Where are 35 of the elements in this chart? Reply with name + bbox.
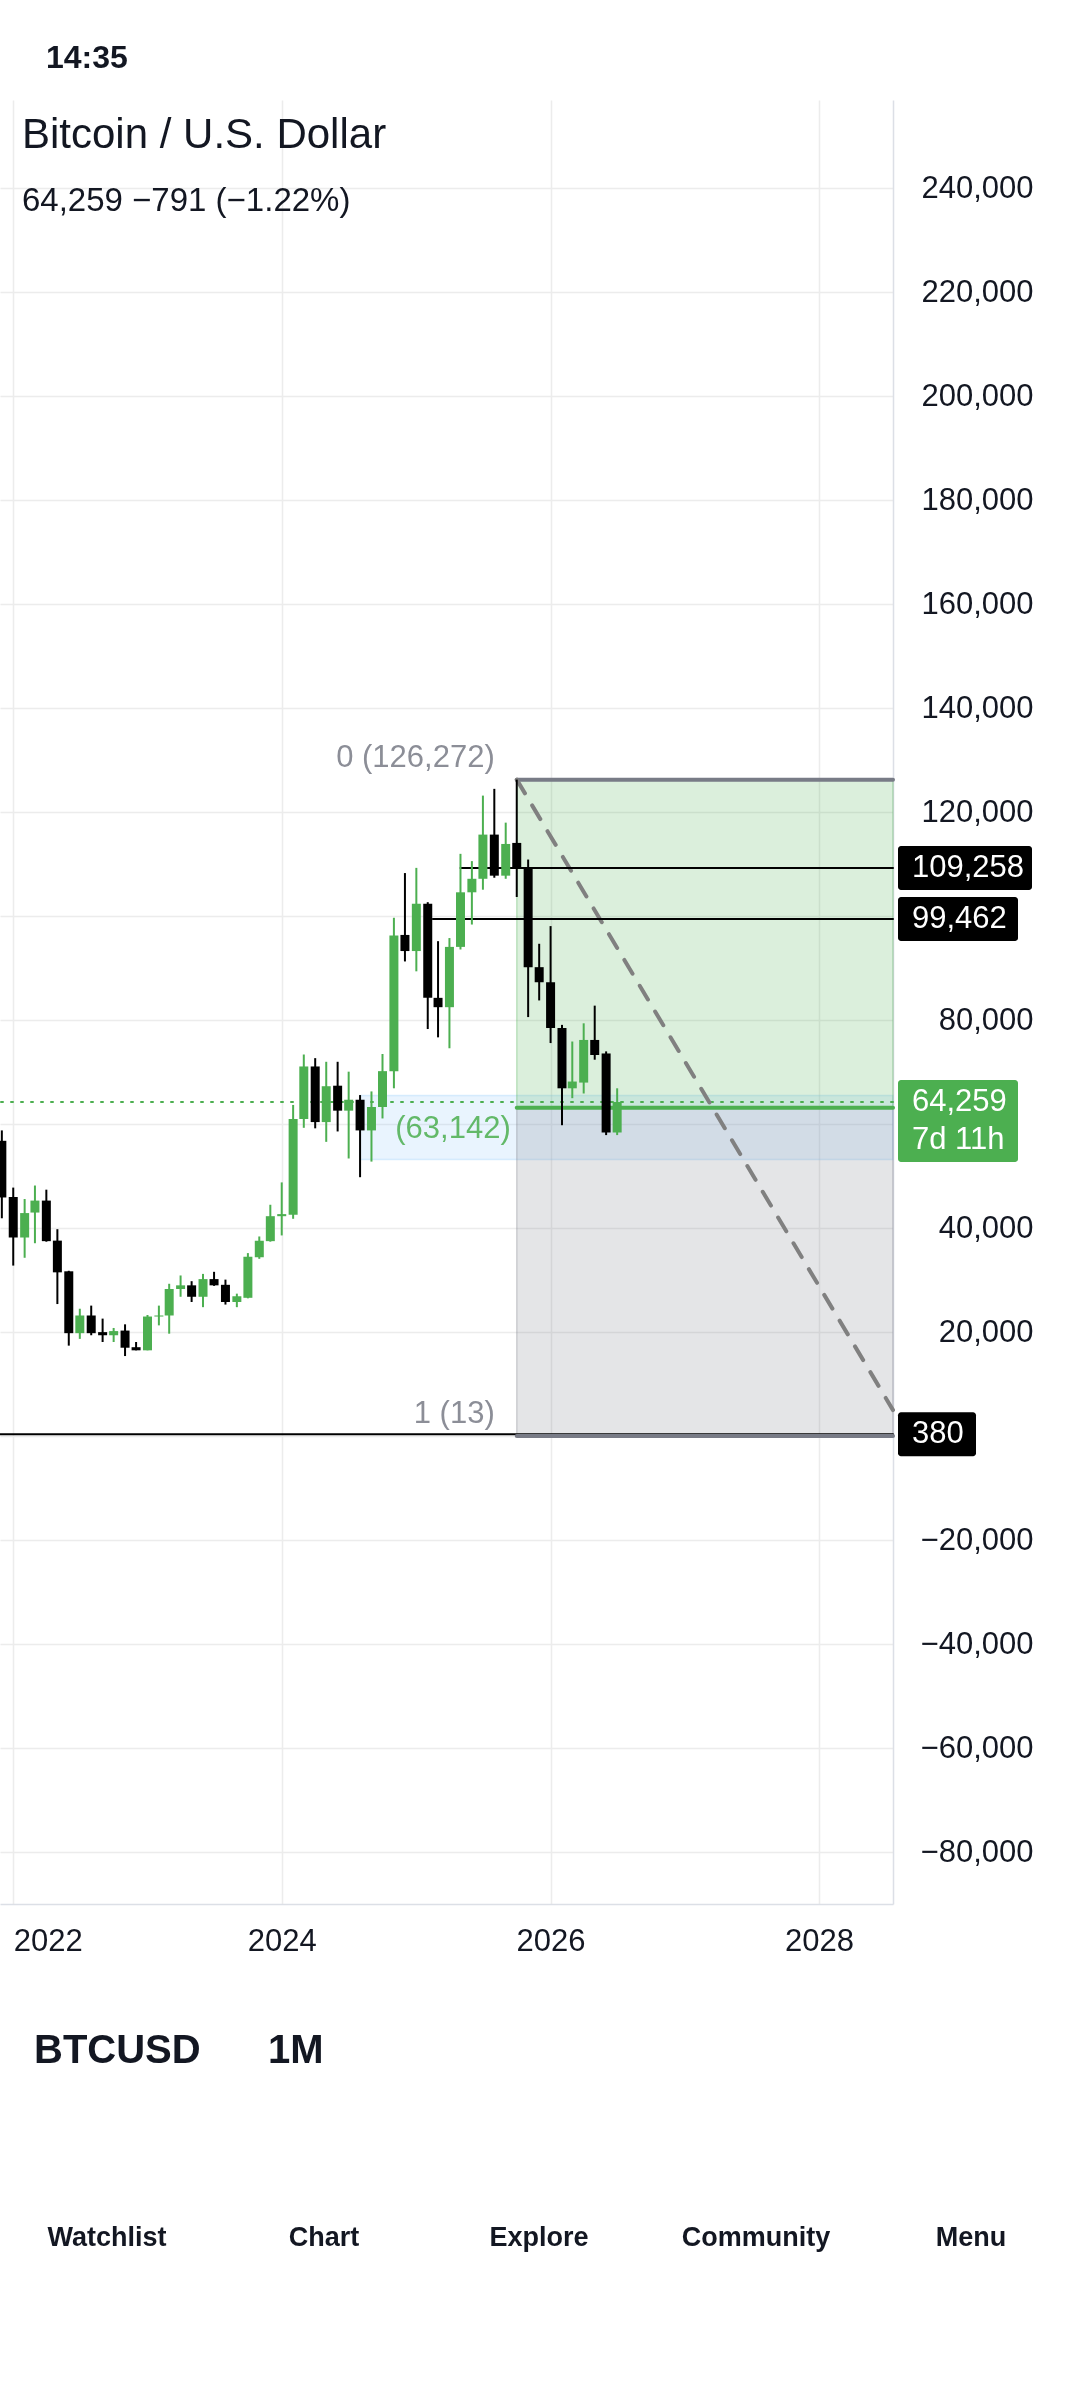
text: 64,259 −791 (−1.22%)	[22, 181, 351, 218]
text: 14:35	[46, 39, 128, 75]
data-label: (63,142)	[395, 1109, 511, 1145]
y-tick-label: 120,000	[921, 793, 1034, 829]
chart-title: Bitcoin / U.S. Dollar	[22, 110, 387, 157]
y-tick-label: 80,000	[938, 1001, 1034, 1037]
x-tick-label: 2024	[247, 1922, 317, 1958]
x-tick-label: 2026	[516, 1922, 586, 1958]
y-tick-label: 200,000	[921, 377, 1034, 413]
text: Watchlist	[47, 2222, 167, 2252]
y-tick-label: 20,000	[938, 1313, 1034, 1349]
ref-line-label: 64,259 7d 11h	[912, 1083, 1007, 1157]
y-tick-label: 140,000	[921, 689, 1034, 725]
x-tick-label: 2028	[785, 1922, 855, 1958]
data-label: 0 (126,272)	[336, 738, 495, 774]
x-tick-label: 2022	[13, 1922, 83, 1958]
y-tick-label: −80,000	[920, 1833, 1034, 1869]
y-tick-label: −40,000	[920, 1625, 1034, 1661]
y-tick-label: 180,000	[921, 481, 1034, 517]
y-tick-label: 240,000	[921, 169, 1034, 205]
data-label: 109,258	[912, 849, 1025, 885]
y-tick-label: −60,000	[920, 1729, 1034, 1765]
data-label: 99,462	[912, 900, 1007, 936]
y-tick-label: −20,000	[920, 1521, 1034, 1557]
y-tick-label: 40,000	[938, 1209, 1034, 1245]
data-label: 1 (13)	[413, 1395, 495, 1431]
text: Menu	[935, 2222, 1007, 2252]
text: Chart	[288, 2222, 360, 2252]
y-tick-label: 220,000	[921, 273, 1034, 309]
text: BTCUSD	[34, 2027, 201, 2071]
text: Community	[681, 2222, 831, 2252]
text: Explore	[489, 2222, 589, 2252]
text: 1M	[268, 2027, 324, 2071]
y-tick-label: 160,000	[921, 585, 1034, 621]
ref-line-label: 380	[912, 1415, 964, 1451]
